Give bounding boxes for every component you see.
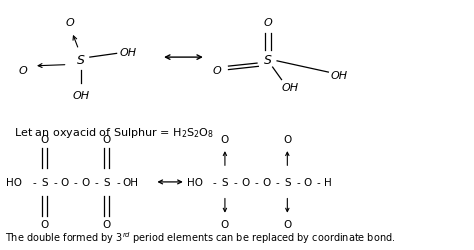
Text: O: O bbox=[40, 135, 48, 145]
Text: S: S bbox=[77, 54, 85, 67]
Text: O: O bbox=[221, 135, 229, 145]
Text: -: - bbox=[254, 177, 258, 187]
Text: O: O bbox=[283, 135, 292, 145]
Text: -: - bbox=[275, 177, 279, 187]
Text: O: O bbox=[304, 177, 312, 187]
Text: -: - bbox=[234, 177, 237, 187]
Text: S: S bbox=[222, 177, 228, 187]
Text: -: - bbox=[317, 177, 320, 187]
Text: -: - bbox=[296, 177, 300, 187]
Text: -: - bbox=[53, 177, 57, 187]
Text: O: O bbox=[262, 177, 271, 187]
Text: HO: HO bbox=[6, 177, 22, 187]
Text: HO: HO bbox=[187, 177, 202, 187]
Text: H: H bbox=[324, 177, 331, 187]
Text: S: S bbox=[103, 177, 110, 187]
Text: OH: OH bbox=[119, 48, 137, 58]
Text: O: O bbox=[82, 177, 90, 187]
Text: -: - bbox=[117, 177, 121, 187]
Text: S: S bbox=[284, 177, 291, 187]
Text: -: - bbox=[95, 177, 99, 187]
Text: OH: OH bbox=[73, 90, 90, 100]
Text: O: O bbox=[61, 177, 69, 187]
Text: O: O bbox=[18, 65, 27, 75]
Text: OH: OH bbox=[282, 83, 299, 93]
Text: OH: OH bbox=[331, 70, 348, 80]
Text: O: O bbox=[212, 65, 221, 75]
Text: O: O bbox=[40, 220, 48, 230]
Text: -: - bbox=[74, 177, 77, 187]
Text: O: O bbox=[241, 177, 249, 187]
Text: O: O bbox=[221, 220, 229, 230]
Text: O: O bbox=[264, 18, 273, 28]
Text: -: - bbox=[32, 177, 36, 187]
Text: S: S bbox=[264, 54, 272, 67]
Text: O: O bbox=[65, 18, 74, 28]
Text: S: S bbox=[41, 177, 48, 187]
Text: O: O bbox=[103, 220, 111, 230]
Text: OH: OH bbox=[122, 177, 138, 187]
Text: Let an oxyacid of Sulphur = H$_2$S$_2$O$_8$: Let an oxyacid of Sulphur = H$_2$S$_2$O$… bbox=[14, 126, 214, 140]
Text: The double formed by 3$^{rd}$ period elements can be replaced by coordinate bond: The double formed by 3$^{rd}$ period ele… bbox=[5, 229, 396, 245]
Text: O: O bbox=[283, 220, 292, 230]
Text: -: - bbox=[213, 177, 217, 187]
Text: O: O bbox=[103, 135, 111, 145]
